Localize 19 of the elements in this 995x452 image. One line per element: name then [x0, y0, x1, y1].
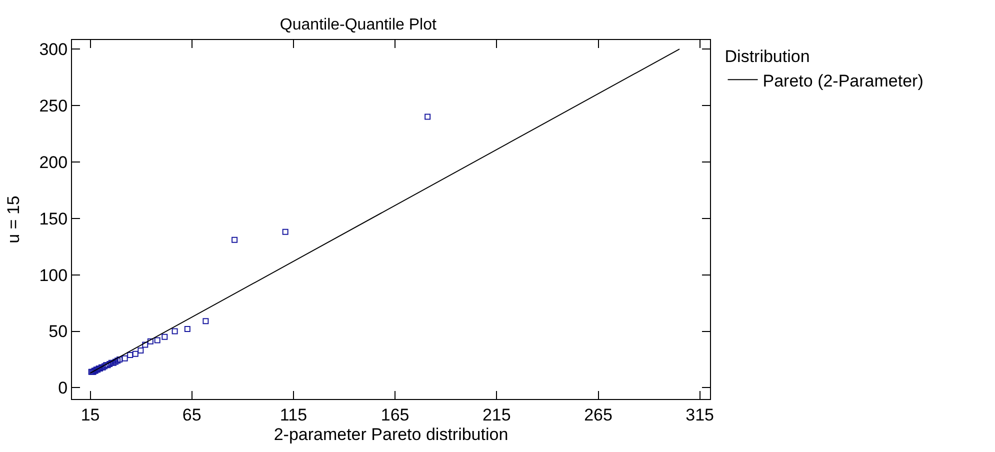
y-tick-label: 250	[39, 96, 68, 116]
x-tick-label: 315	[686, 405, 714, 424]
x-tick-label: 115	[280, 405, 308, 424]
y-tick-label: 200	[39, 152, 68, 172]
x-tick-label: 165	[380, 405, 410, 424]
legend-title: Distribution	[724, 47, 810, 66]
y-axis-title: u = 15	[4, 196, 23, 244]
x-tick-label: 15	[80, 405, 100, 424]
x-tick-label: 265	[584, 405, 612, 424]
x-axis-title: 2-parameter Pareto distribution	[274, 424, 508, 444]
y-tick-label: 100	[39, 266, 68, 285]
y-tick-label: 50	[48, 322, 68, 342]
legend-label: Pareto (2-Parameter)	[762, 71, 924, 90]
y-tick-label: 300	[39, 40, 68, 59]
x-tick-label: 215	[482, 405, 511, 424]
y-tick-label: 150	[39, 209, 68, 228]
y-tick-label: 0	[58, 378, 68, 398]
chart-title: Quantile-Quantile Plot	[280, 16, 438, 34]
x-tick-label: 65	[182, 405, 202, 424]
